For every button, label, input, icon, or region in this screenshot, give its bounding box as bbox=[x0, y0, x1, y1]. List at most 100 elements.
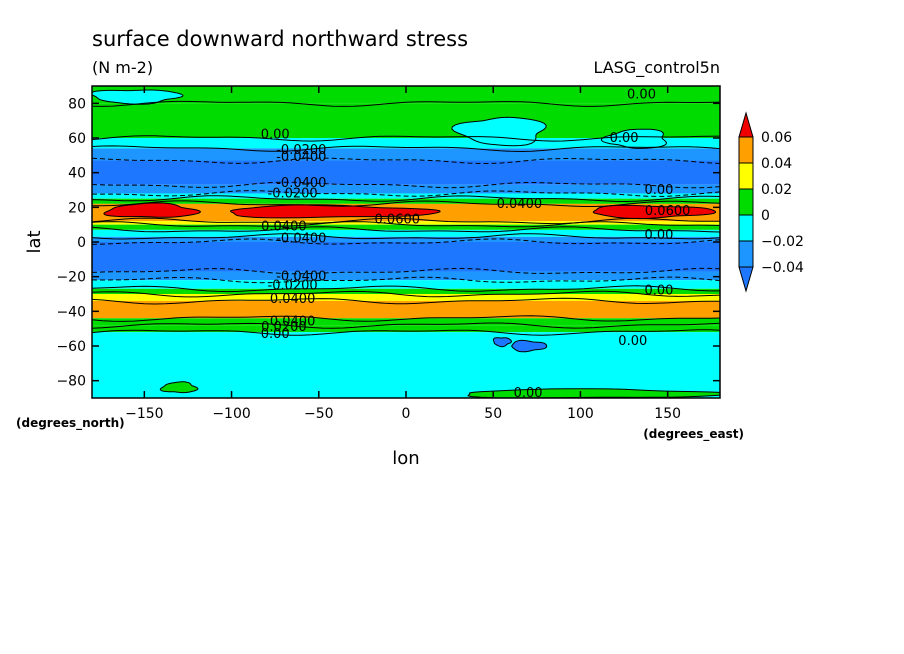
contour-label-9: 0.0600 bbox=[375, 212, 421, 227]
y-tick-label-4: 0 bbox=[77, 235, 86, 251]
contour-line-7 bbox=[92, 200, 720, 207]
x-axis-ticks: −150 −100 −50 0 50 100 150 bbox=[125, 86, 681, 422]
contour-label-15: -0.0200 bbox=[268, 278, 318, 293]
x-tick-label-5: 100 bbox=[567, 406, 594, 422]
feature-0 bbox=[103, 202, 202, 218]
contour-line-4 bbox=[92, 181, 720, 189]
contour-line-2 bbox=[92, 145, 720, 153]
contour-label-19: 0.0200 bbox=[261, 320, 307, 335]
contour-line-0 bbox=[92, 100, 720, 107]
feature-4 bbox=[451, 116, 547, 147]
x-tick-label-0: −150 bbox=[125, 406, 163, 422]
contour-line-14 bbox=[92, 276, 720, 284]
colorbar-segment-5 bbox=[738, 136, 754, 164]
contour-label-17: 0.0400 bbox=[270, 292, 316, 307]
contour-label-7: 0.00 bbox=[644, 183, 673, 198]
band-12 bbox=[92, 236, 720, 242]
contour-label-0: 0.00 bbox=[627, 88, 656, 103]
x-tick-label-1: −100 bbox=[212, 406, 250, 422]
band-3 bbox=[92, 148, 720, 161]
contour-label-13: 0.00 bbox=[644, 228, 673, 243]
contour-label-5: -0.0400 bbox=[276, 176, 326, 191]
band-11 bbox=[92, 229, 720, 237]
y-unit-label: (degrees_north) bbox=[16, 416, 125, 431]
y-axis-ticks: −80 −60 −40 −20 0 20 40 60 80 bbox=[56, 96, 720, 390]
x-tick-label-6: 150 bbox=[654, 406, 681, 422]
y-tick-label-8: 80 bbox=[68, 96, 86, 112]
band-10 bbox=[92, 224, 720, 230]
contour-line-19 bbox=[92, 322, 720, 329]
chart-title: surface downward northward stress bbox=[92, 27, 468, 51]
band-14 bbox=[92, 271, 720, 281]
contour-label-10: 0.0600 bbox=[645, 204, 691, 219]
feature-6 bbox=[159, 381, 199, 394]
band-15 bbox=[92, 280, 720, 289]
contour-label-3: -0.0200 bbox=[276, 143, 326, 158]
band-5 bbox=[92, 184, 720, 194]
contour-line-12 bbox=[92, 238, 720, 245]
y-axis-label: lat bbox=[24, 230, 45, 253]
band-20 bbox=[92, 325, 720, 333]
colorbar-segment-1 bbox=[738, 240, 754, 268]
contour-label-4: -0.0400 bbox=[276, 150, 326, 165]
feature-2 bbox=[592, 204, 716, 220]
colorbar-min-arrow bbox=[738, 266, 754, 293]
contour-line-11 bbox=[92, 233, 720, 240]
colorbar-label-4: 0.04 bbox=[761, 156, 792, 172]
colorbar-segment-2 bbox=[738, 214, 754, 242]
band-13 bbox=[92, 242, 720, 272]
y-tick-label-6: 40 bbox=[68, 166, 86, 182]
band-17 bbox=[92, 294, 720, 301]
regional-features bbox=[92, 89, 720, 398]
contour-line-3 bbox=[92, 157, 720, 164]
colorbar-segment-4 bbox=[738, 162, 754, 190]
y-tick-label-7: 60 bbox=[68, 131, 86, 147]
colorbar-label-5: 0.06 bbox=[761, 130, 792, 146]
contour-line-13 bbox=[92, 267, 720, 275]
contour-label-14: -0.0400 bbox=[276, 270, 326, 285]
colorbar-label-3: 0.02 bbox=[761, 182, 792, 198]
colorbar-label-2: 0 bbox=[761, 208, 770, 224]
y-tick-label-0: −80 bbox=[56, 374, 86, 390]
x-unit-label: (degrees_east) bbox=[643, 427, 744, 442]
x-tick-label-2: −50 bbox=[304, 406, 334, 422]
x-tick-label-4: 50 bbox=[484, 406, 502, 422]
contour-label-2: 0.00 bbox=[610, 131, 639, 146]
contour-line-8 bbox=[92, 217, 720, 225]
contour-label-12: -0.0400 bbox=[276, 232, 326, 247]
colorbar-label-0: −0.04 bbox=[761, 260, 804, 276]
contour-line-15 bbox=[92, 285, 720, 293]
x-tick-label-3: 0 bbox=[402, 406, 411, 422]
y-tick-label-2: −40 bbox=[56, 304, 86, 320]
contour-line-18 bbox=[92, 315, 720, 322]
y-tick-label-3: −20 bbox=[56, 270, 86, 286]
contour-line-20 bbox=[92, 329, 720, 336]
colorbar-label-1: −0.02 bbox=[761, 234, 804, 250]
feature-1 bbox=[229, 204, 441, 219]
chart-subtitle: (N m-2) bbox=[92, 58, 153, 77]
y-tick-label-1: −60 bbox=[56, 339, 86, 355]
contour-label-21: 0.00 bbox=[618, 334, 647, 349]
band-19 bbox=[92, 318, 720, 326]
colorbar-max-arrow bbox=[738, 111, 754, 138]
contour-label-20: 0.00 bbox=[261, 327, 290, 342]
band-2 bbox=[92, 138, 720, 149]
contour-line-16 bbox=[92, 290, 720, 298]
contour-label-18: 0.0400 bbox=[270, 315, 316, 330]
band-0 bbox=[92, 86, 720, 104]
colorbar-segment-3 bbox=[738, 188, 754, 216]
contour-labels: 0.000.00 0.00-0.0200-0.0400-0.0400-0.0200… bbox=[261, 88, 691, 398]
contour-line-10 bbox=[92, 226, 720, 233]
feature-9 bbox=[492, 337, 512, 348]
contour-label-11: 0.0400 bbox=[261, 219, 307, 234]
contour-line-1 bbox=[92, 135, 720, 142]
contour-label-6: -0.0200 bbox=[268, 186, 318, 201]
plot-area: 0.000.00 0.00-0.0200-0.0400-0.0400-0.0200… bbox=[92, 86, 720, 398]
contour-label-8: 0.0400 bbox=[497, 197, 543, 212]
colorbar: −0.04 −0.02 0 0.02 0.04 0.06 bbox=[738, 111, 804, 293]
contour-line-9 bbox=[92, 221, 720, 228]
band-4 bbox=[92, 160, 720, 185]
contour-line-6 bbox=[92, 195, 720, 203]
feature-8 bbox=[511, 339, 548, 353]
